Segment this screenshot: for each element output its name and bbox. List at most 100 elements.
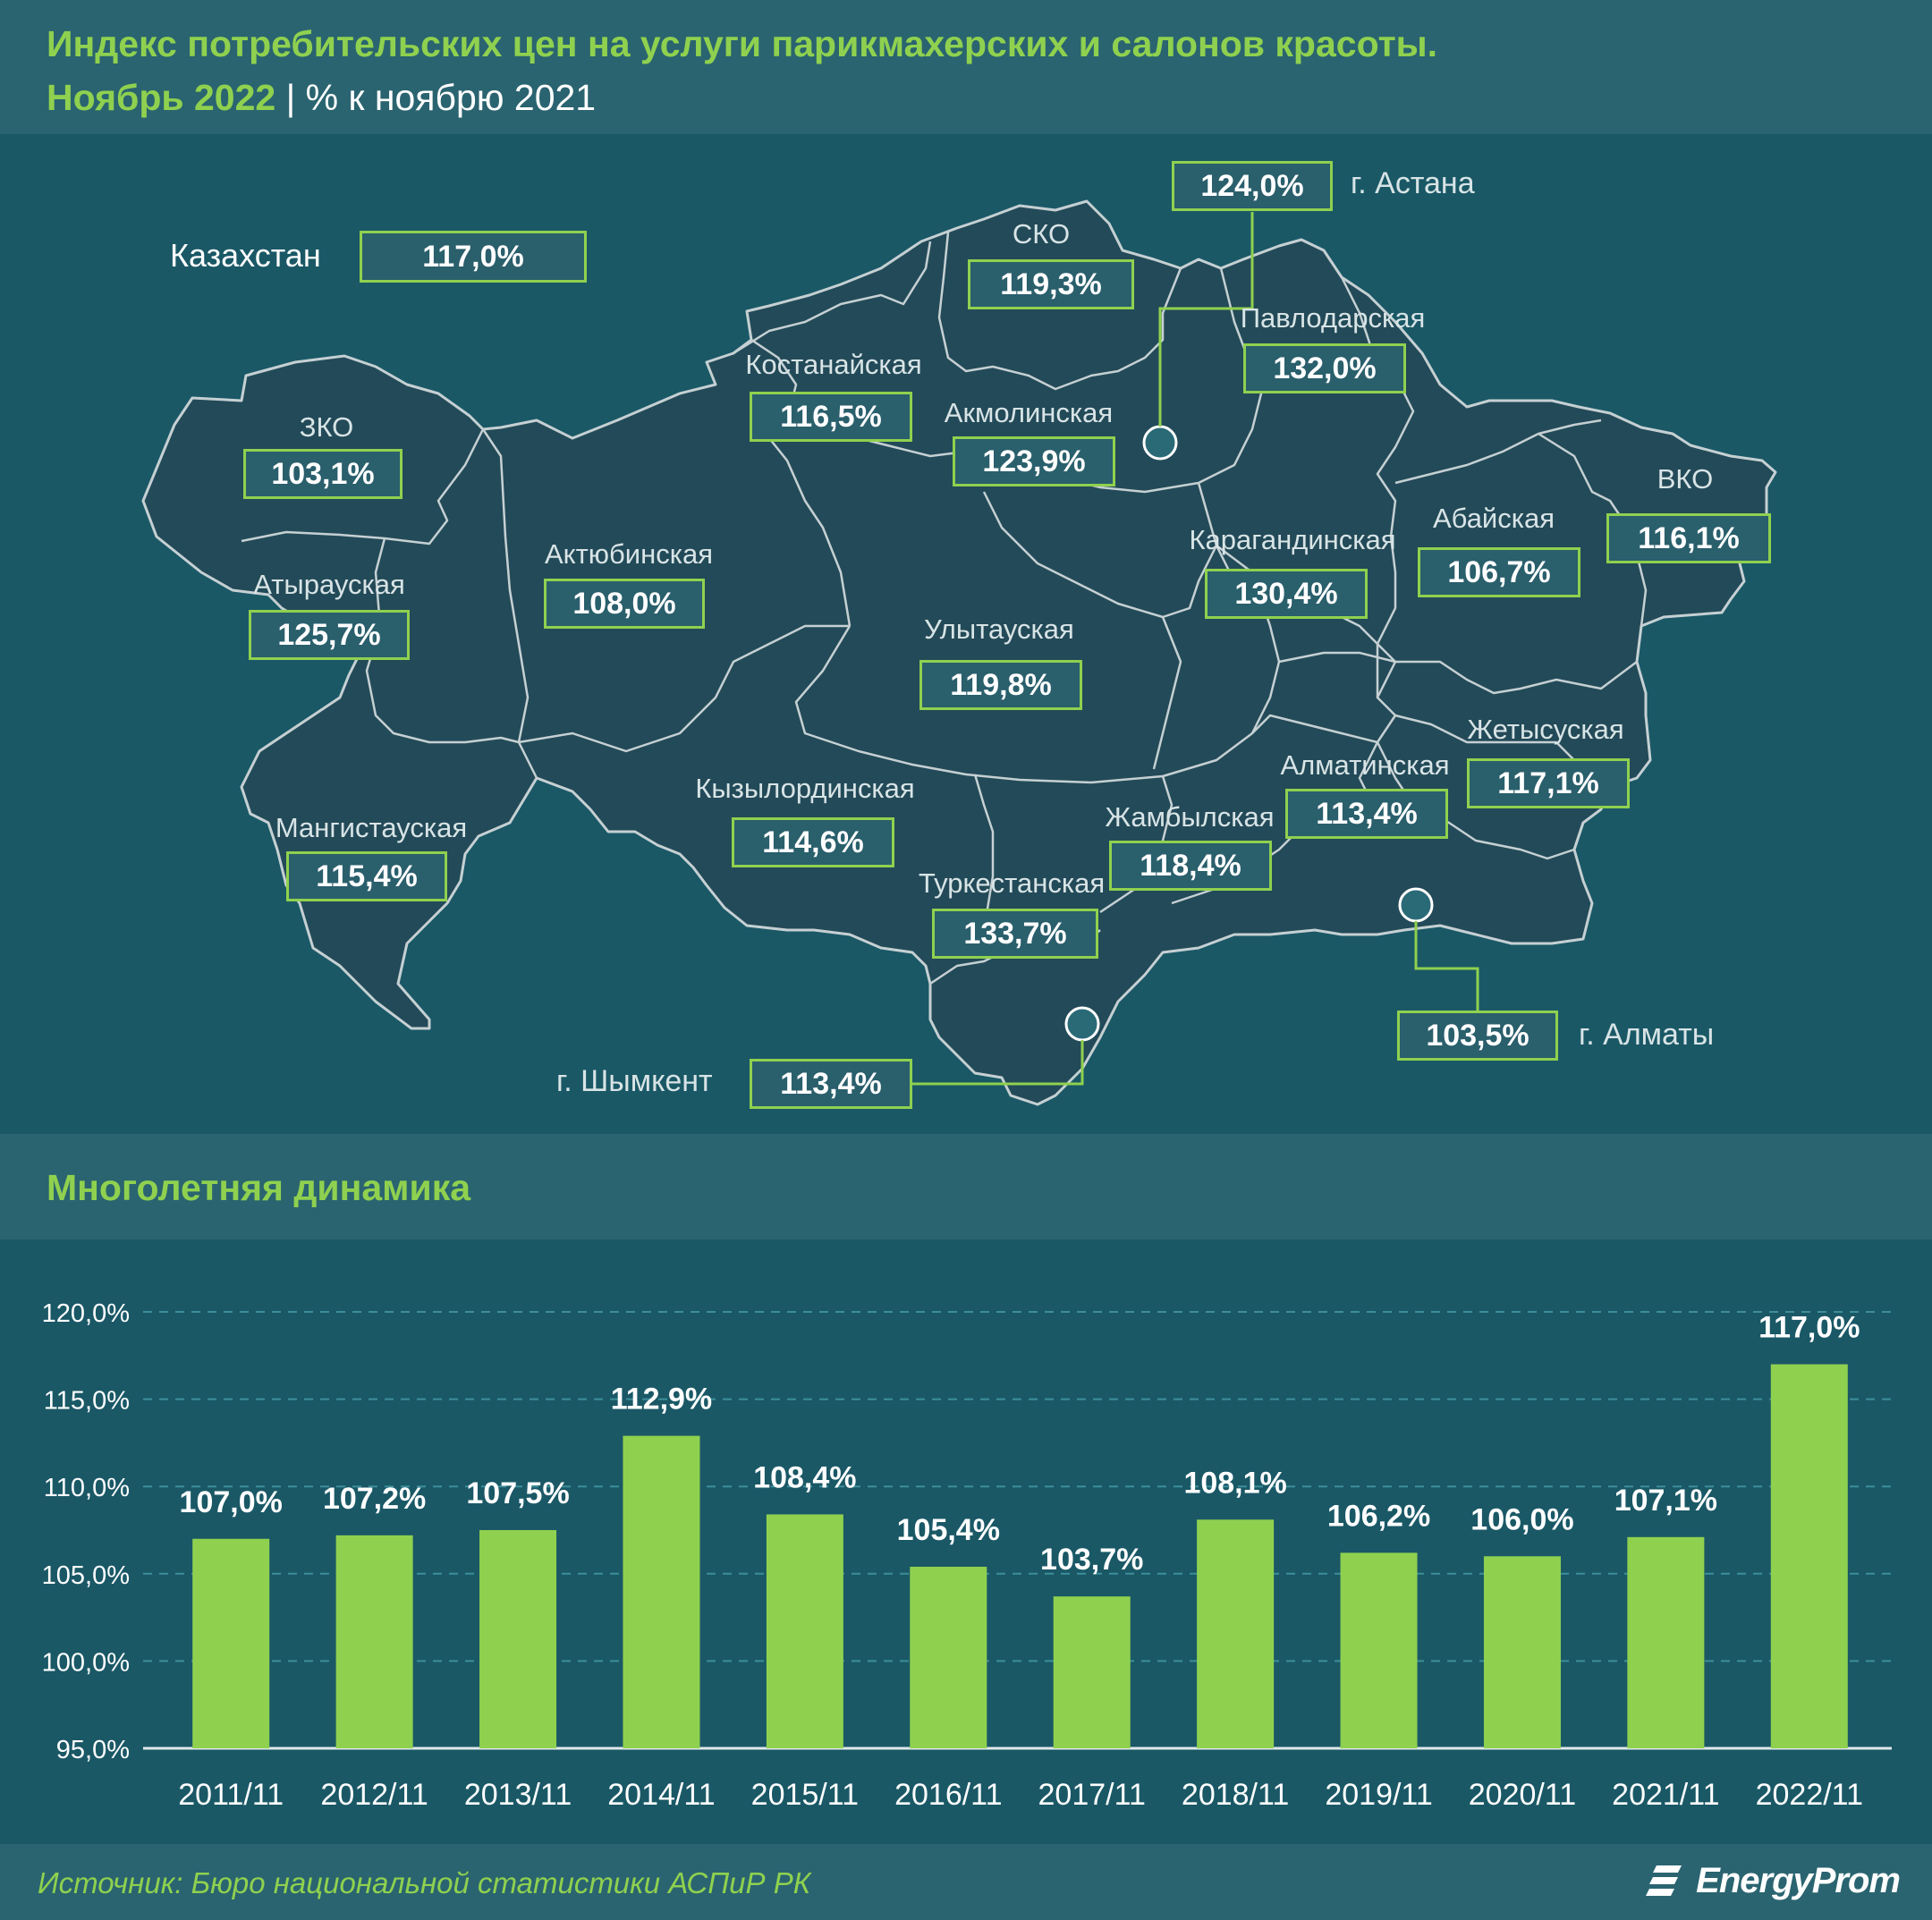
logo-icon bbox=[1646, 1865, 1682, 1896]
y-tick-label: 100,0% bbox=[42, 1648, 130, 1677]
region-name-kostanay: Костанайская bbox=[745, 349, 922, 380]
region-value-kostanay: 116,5% bbox=[750, 392, 912, 442]
bar bbox=[192, 1538, 270, 1748]
region-name-ulytau: Улытауская bbox=[924, 613, 1074, 645]
energyprom-logo: EnergyProm bbox=[1646, 1860, 1901, 1901]
kazakhstan-value: 117,0% bbox=[360, 231, 587, 283]
bar bbox=[479, 1530, 557, 1748]
bar bbox=[623, 1435, 700, 1748]
footer-band bbox=[0, 1844, 1932, 1920]
chart-title: Индекс потребительских цен на услуги пар… bbox=[47, 23, 1438, 64]
region-name-karaganda: Карагандинская bbox=[1189, 524, 1396, 555]
x-tick-label: 2017/11 bbox=[1038, 1778, 1146, 1812]
bar-value-label: 106,0% bbox=[1470, 1502, 1573, 1536]
bar-value-label: 108,4% bbox=[753, 1460, 856, 1494]
bar-value-label: 112,9% bbox=[611, 1383, 712, 1417]
city-value-astana: 124,0% bbox=[1172, 161, 1333, 211]
dynamics-title: Многолетняя динамика bbox=[47, 1167, 471, 1208]
region-name-almaty-region: Алматинская bbox=[1280, 749, 1450, 781]
city-value-shymkent: 113,4% bbox=[750, 1059, 912, 1109]
bar bbox=[1627, 1536, 1705, 1748]
bar-value-label: 108,1% bbox=[1183, 1466, 1286, 1500]
bar-value-label: 117,0% bbox=[1758, 1311, 1860, 1345]
region-value-akmola: 123,9% bbox=[953, 436, 1115, 486]
bar bbox=[1483, 1556, 1561, 1748]
bar-value-label: 106,2% bbox=[1327, 1499, 1430, 1533]
region-value-turkestan: 133,7% bbox=[932, 909, 1098, 959]
city-value-almaty: 103,5% bbox=[1397, 1011, 1558, 1061]
kazakhstan-map bbox=[141, 199, 1777, 1106]
region-name-aktobe: Актюбинская bbox=[545, 538, 713, 570]
kazakhstan-label: Казахстан bbox=[170, 237, 321, 274]
region-value-ulytau: 119,8% bbox=[919, 660, 1082, 710]
source-note: Источник: Бюро национальной статистики А… bbox=[38, 1866, 811, 1899]
region-name-mangistau: Мангистауская bbox=[275, 812, 468, 843]
y-tick-label: 120,0% bbox=[42, 1299, 130, 1328]
region-name-pavlodar: Павлодарская bbox=[1240, 302, 1426, 334]
region-name-turkestan: Туркестанская bbox=[918, 867, 1106, 899]
region-name-zko: ЗКО bbox=[299, 411, 354, 443]
bar bbox=[1197, 1519, 1275, 1748]
region-name-zhetysu: Жетысуская bbox=[1467, 714, 1624, 745]
region-value-zko: 103,1% bbox=[243, 449, 402, 499]
bar-value-label: 107,2% bbox=[323, 1482, 426, 1516]
bar bbox=[1053, 1596, 1131, 1748]
region-value-aktobe: 108,0% bbox=[544, 579, 705, 629]
bar-value-label: 107,5% bbox=[466, 1476, 569, 1510]
bar bbox=[910, 1566, 987, 1748]
bar-value-label: 107,0% bbox=[180, 1485, 283, 1519]
bar-value-label: 103,7% bbox=[1040, 1543, 1143, 1577]
subtitle-separator: | bbox=[275, 77, 306, 118]
region-name-kyzylorda: Кызылординская bbox=[695, 773, 915, 804]
region-value-mangistau: 115,4% bbox=[286, 851, 447, 901]
x-tick-label: 2014/11 bbox=[607, 1778, 715, 1812]
region-name-vko: ВКО bbox=[1657, 463, 1714, 495]
bar bbox=[1770, 1364, 1848, 1748]
bar-value-label: 105,4% bbox=[897, 1513, 1000, 1547]
dynamics-band bbox=[0, 1134, 1932, 1239]
city-name-shymkent: г. Шымкент bbox=[556, 1064, 713, 1098]
subtitle-period: Ноябрь 2022 bbox=[47, 77, 276, 118]
y-tick-label: 105,0% bbox=[42, 1561, 130, 1590]
region-name-akmola: Акмолинская bbox=[944, 397, 1114, 428]
region-value-atyrau: 125,7% bbox=[249, 610, 410, 660]
region-value-zhambyl: 118,4% bbox=[1109, 841, 1272, 891]
city-name-almaty: г. Алматы bbox=[1579, 1018, 1715, 1052]
logo-text: EnergyProm bbox=[1696, 1860, 1901, 1900]
region-name-zhambyl: Жамбылская bbox=[1105, 801, 1275, 833]
region-value-karaganda: 130,4% bbox=[1205, 569, 1368, 619]
region-value-zhetysu: 117,1% bbox=[1467, 758, 1630, 808]
region-name-atyrau: Атырауская bbox=[253, 569, 405, 600]
y-tick-label: 95,0% bbox=[56, 1736, 130, 1764]
x-tick-label: 2018/11 bbox=[1182, 1778, 1289, 1812]
bar-value-label: 107,1% bbox=[1614, 1484, 1717, 1518]
x-tick-label: 2020/11 bbox=[1469, 1778, 1576, 1812]
region-value-kyzylorda: 114,6% bbox=[732, 817, 894, 867]
region-value-pavlodar: 132,0% bbox=[1243, 343, 1406, 393]
map-outline bbox=[141, 199, 1777, 1106]
title-band bbox=[0, 0, 1932, 134]
x-tick-label: 2011/11 bbox=[178, 1778, 284, 1812]
city-name-astana: г. Астана bbox=[1351, 166, 1475, 200]
region-name-sko: СКО bbox=[1012, 218, 1071, 250]
y-tick-label: 110,0% bbox=[44, 1474, 130, 1502]
x-tick-label: 2012/11 bbox=[320, 1778, 428, 1812]
x-tick-label: 2021/11 bbox=[1612, 1778, 1719, 1812]
subtitle-unit: % к ноябрю 2021 bbox=[305, 77, 597, 118]
region-value-sko: 119,3% bbox=[968, 259, 1134, 309]
x-tick-label: 2016/11 bbox=[894, 1778, 1002, 1812]
city-leaders bbox=[911, 212, 1479, 1086]
x-tick-label: 2019/11 bbox=[1325, 1778, 1432, 1812]
y-tick-label: 115,0% bbox=[44, 1387, 130, 1416]
region-name-abay: Абайская bbox=[1432, 503, 1555, 534]
x-tick-label: 2022/11 bbox=[1756, 1778, 1863, 1812]
x-tick-label: 2015/11 bbox=[751, 1778, 859, 1812]
region-value-almaty-region: 113,4% bbox=[1285, 789, 1448, 839]
bar bbox=[335, 1535, 413, 1748]
region-value-abay: 106,7% bbox=[1418, 547, 1580, 597]
chart-subtitle: Ноябрь 2022 | % к ноябрю 2021 bbox=[47, 77, 596, 119]
region-value-vko: 116,1% bbox=[1606, 513, 1771, 563]
bar bbox=[766, 1514, 843, 1748]
bar bbox=[1340, 1552, 1418, 1748]
